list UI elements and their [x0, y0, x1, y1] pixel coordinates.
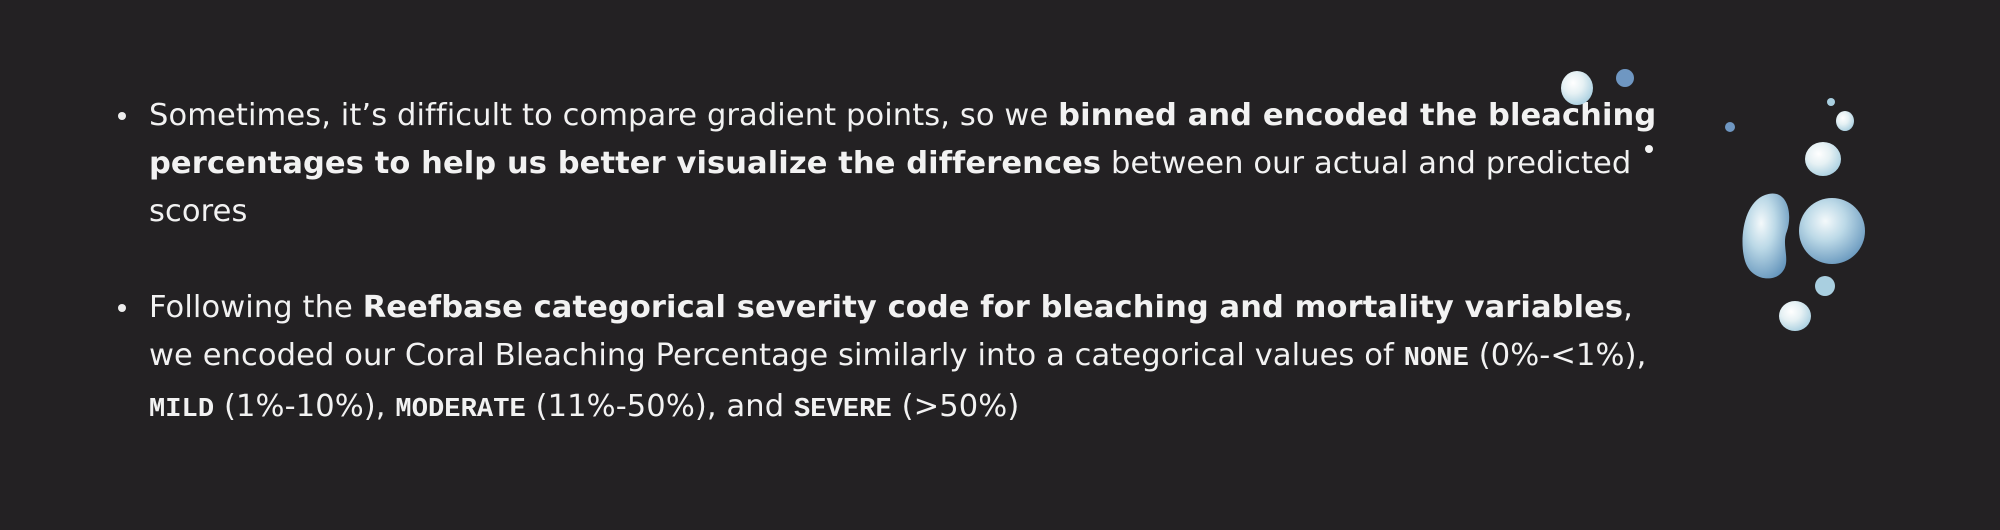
category-severe: SEVERE: [793, 395, 892, 425]
category-mild: MILD: [149, 395, 215, 425]
emphasis-text: binned and encoded the bleaching percent…: [149, 98, 1657, 181]
bullet-item: Following the Reefbase categorical sever…: [118, 284, 1658, 434]
droplet-icon: [1827, 98, 1835, 106]
droplet-icon: [1805, 142, 1841, 176]
bullet-text: Sometimes, it’s difficult to compare gra…: [149, 98, 1657, 229]
category-none: NONE: [1403, 344, 1469, 374]
category-moderate: MODERATE: [395, 395, 526, 425]
watercolor-droplets-decoration: [1561, 69, 1865, 331]
droplet-icon: [1561, 71, 1593, 105]
droplet-icon: [1836, 111, 1854, 131]
bullet-marker: [118, 304, 126, 312]
droplet-icon: [1645, 145, 1653, 153]
bullet-marker: [118, 112, 126, 120]
droplet-icon: [1779, 301, 1811, 331]
bullet-list: Sometimes, it’s difficult to compare gra…: [118, 92, 1658, 434]
droplet-icon: [1742, 193, 1790, 279]
droplet-icon: [1616, 69, 1634, 87]
emphasis-text: Reefbase categorical severity code for b…: [362, 290, 1624, 325]
droplet-icon: [1799, 198, 1865, 264]
bullet-item: Sometimes, it’s difficult to compare gra…: [118, 92, 1658, 236]
droplet-icon: [1815, 276, 1835, 296]
droplet-icon: [1725, 122, 1735, 132]
bullet-text: Following the Reefbase categorical sever…: [149, 290, 1647, 425]
